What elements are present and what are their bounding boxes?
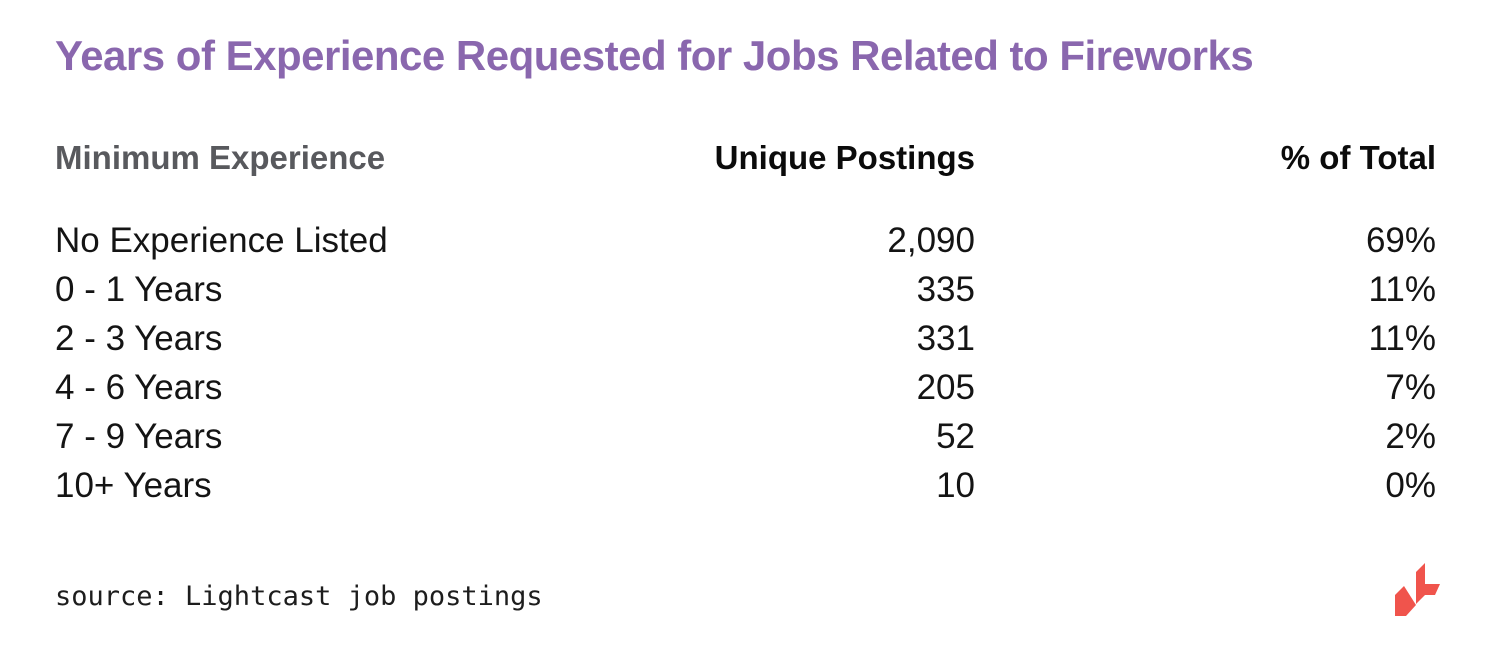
source-attribution: source: Lightcast job postings: [55, 581, 543, 612]
experience-cell: No Experience Listed: [55, 220, 388, 260]
lightcast-logo: [1390, 560, 1444, 620]
table-header-row: Minimum Experience Unique Postings % of …: [55, 136, 1436, 180]
pct-cell: 69%: [1365, 220, 1436, 260]
lightcast-mark-icon: [1395, 563, 1440, 616]
table-row: 4 - 6 Years 205 7%: [55, 363, 1436, 412]
pct-cell: 2%: [1385, 416, 1436, 456]
column-header-pct-of-total: % of Total: [1280, 139, 1436, 176]
experience-cell: 10+ Years: [55, 465, 212, 505]
experience-cell: 4 - 6 Years: [55, 367, 223, 407]
experience-cell: 0 - 1 Years: [55, 269, 223, 309]
pct-cell: 11%: [1368, 318, 1436, 358]
experience-cell: 7 - 9 Years: [55, 416, 223, 456]
table-row: 10+ Years 10 0%: [55, 461, 1436, 510]
table-row: 0 - 1 Years 335 11%: [55, 265, 1436, 314]
pct-cell: 7%: [1385, 367, 1436, 407]
postings-cell: 331: [916, 318, 975, 358]
experience-cell: 2 - 3 Years: [55, 318, 223, 358]
table-body: No Experience Listed 2,090 69% 0 - 1 Yea…: [55, 216, 1436, 510]
table-row: 2 - 3 Years 331 11%: [55, 314, 1436, 363]
column-header-unique-postings: Unique Postings: [714, 139, 975, 176]
pct-cell: 11%: [1368, 269, 1436, 309]
postings-cell: 205: [916, 367, 975, 407]
page-title: Years of Experience Requested for Jobs R…: [55, 32, 1254, 79]
experience-table: Minimum Experience Unique Postings % of …: [55, 136, 1436, 510]
pct-cell: 0%: [1385, 465, 1436, 505]
postings-cell: 52: [936, 416, 975, 456]
postings-cell: 10: [936, 465, 975, 505]
postings-cell: 2,090: [887, 220, 975, 260]
table-row: 7 - 9 Years 52 2%: [55, 412, 1436, 461]
column-header-minimum-experience: Minimum Experience: [55, 139, 386, 176]
table-row: No Experience Listed 2,090 69%: [55, 216, 1436, 265]
postings-cell: 335: [916, 269, 975, 309]
